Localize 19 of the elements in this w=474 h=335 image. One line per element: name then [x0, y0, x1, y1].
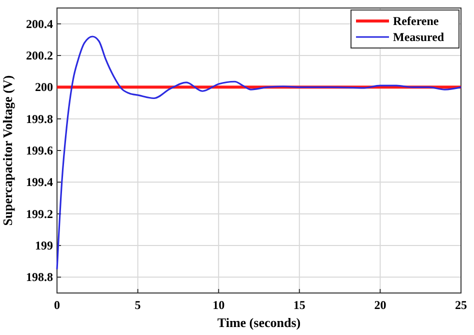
- y-tick-label: 200.2: [26, 48, 53, 62]
- y-tick-label: 199: [35, 238, 53, 252]
- x-tick-label: 10: [212, 298, 225, 312]
- x-tick-label: 20: [374, 298, 386, 312]
- x-tick-label: 5: [134, 298, 141, 312]
- y-tick-label: 199.8: [26, 112, 53, 126]
- y-tick-label: 199.4: [26, 175, 53, 190]
- x-axis-title: Time (seconds): [217, 315, 301, 330]
- y-tick-label: 199.6: [26, 144, 53, 158]
- y-tick-label: 200.4: [26, 16, 53, 31]
- x-tick-label: 25: [455, 298, 467, 312]
- legend-label: Referene: [393, 14, 440, 28]
- y-axis-title: Supercapacitor Voltage (V): [0, 75, 15, 226]
- y-tick-label: 198.8: [26, 270, 53, 284]
- x-tick-label: 15: [293, 298, 306, 312]
- x-tick-label: 0: [54, 298, 60, 312]
- y-tick-label: 200: [35, 80, 53, 94]
- legend-label: Measured: [393, 30, 444, 44]
- y-tick-label: 199.2: [26, 206, 53, 221]
